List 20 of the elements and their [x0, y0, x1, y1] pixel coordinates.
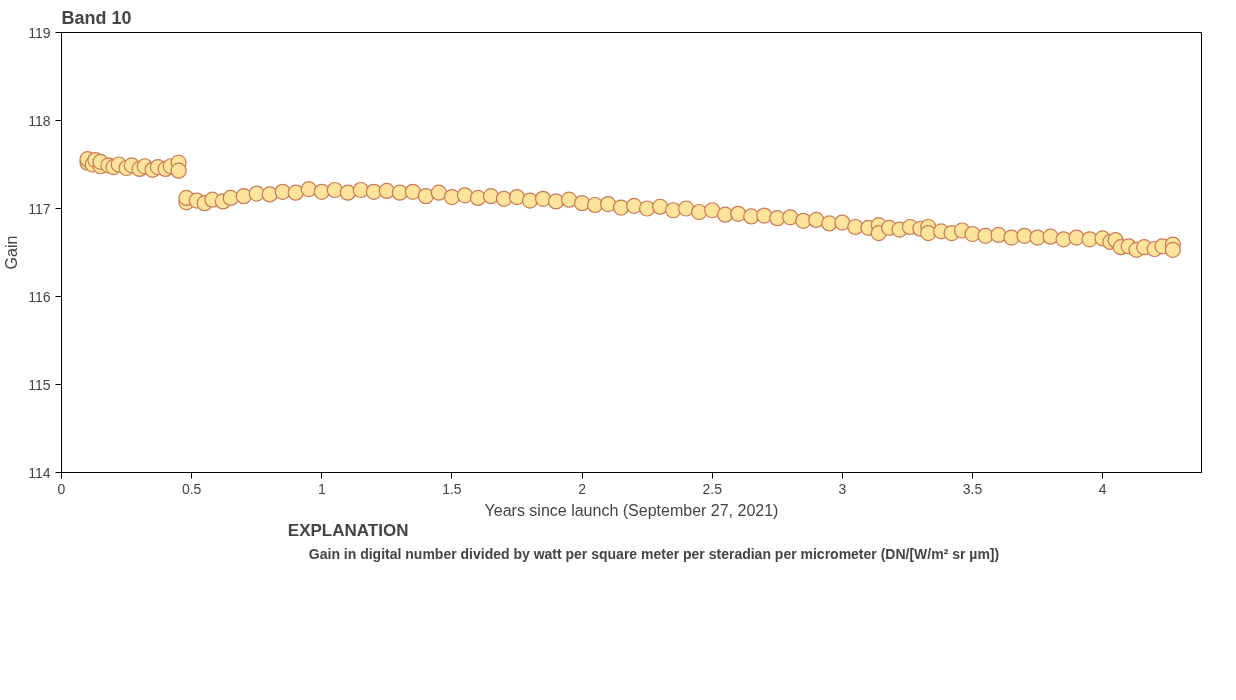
x-tick-label: 0.5 — [181, 480, 202, 497]
x-tick-label: 1.5 — [442, 480, 462, 497]
chart-title: Band 10 — [61, 7, 132, 28]
x-tick-label: 3 — [838, 480, 847, 497]
y-axis-title: Gain — [3, 235, 21, 270]
y-tick-label: 117 — [28, 200, 51, 217]
y-tick-label: 116 — [28, 288, 51, 305]
x-tick-label: 2.5 — [702, 480, 723, 497]
text: Gain in digital number divided by watt per square meter per steradian per micrometer (DN/[W/m² sr µm]) — [308, 546, 1000, 562]
x-axis-title: Years since launch (September 27, 2021) — [484, 501, 779, 519]
x-tick-label: 2 — [578, 480, 587, 497]
y-tick-label: 115 — [28, 376, 51, 393]
x-tick-label: 4 — [1098, 480, 1107, 497]
x-tick-label: 0 — [57, 480, 66, 497]
legend-title: EXPLANATION — [287, 521, 410, 541]
x-tick-label: 1 — [317, 480, 326, 497]
y-tick-label: 114 — [28, 464, 51, 481]
x-tick-label: 3.5 — [962, 480, 983, 497]
y-tick-label: 118 — [28, 112, 51, 129]
y-tick-label: 119 — [28, 24, 51, 41]
